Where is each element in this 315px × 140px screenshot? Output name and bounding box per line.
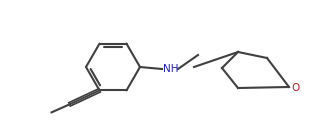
Text: NH: NH (163, 64, 179, 74)
Text: O: O (291, 83, 299, 93)
